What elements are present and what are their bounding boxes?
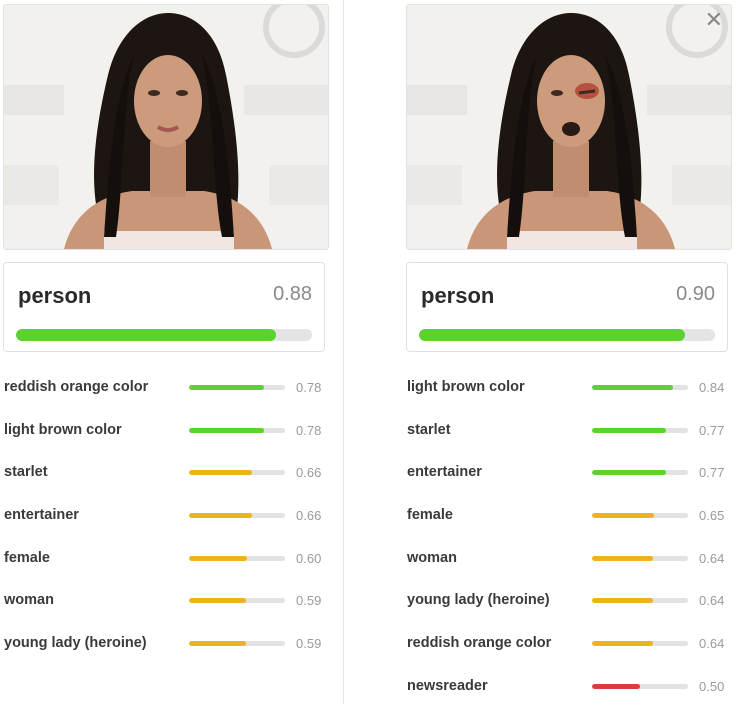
prediction-label: entertainer — [407, 464, 482, 481]
close-icon[interactable]: ✕ — [704, 7, 723, 32]
prediction-list: reddish orange color 0.78 light brown colo… — [3, 365, 333, 664]
prediction-label: woman — [407, 549, 457, 566]
prediction-score: 0.84 — [699, 380, 725, 395]
top-prediction-bar — [16, 329, 312, 341]
prediction-label: female — [4, 549, 50, 566]
confidence-bar-fill — [189, 598, 246, 604]
prediction-score: 0.66 — [296, 465, 322, 481]
top-prediction-bar-fill — [16, 329, 277, 341]
result-panel-perturbed: ✕ person 0.90 light brown color 0.84 starl… — [406, 0, 736, 704]
prediction-row: female 0.60 — [3, 536, 333, 579]
prediction-label: woman — [4, 592, 54, 609]
confidence-bar-fill — [189, 513, 253, 519]
confidence-bar — [592, 683, 688, 689]
confidence-bar-fill — [189, 641, 246, 647]
prediction-score: 0.77 — [699, 465, 725, 481]
confidence-bar-fill — [592, 470, 666, 476]
prediction-score: 0.60 — [296, 550, 322, 566]
prediction-score: 0.77 — [699, 422, 725, 438]
prediction-label: reddish orange color — [407, 635, 552, 652]
confidence-bar — [592, 555, 688, 561]
prediction-row: woman 0.64 — [406, 536, 736, 579]
confidence-bar-fill — [189, 555, 247, 561]
prediction-score: 0.64 — [699, 550, 725, 566]
prediction-label: starlet — [4, 464, 48, 481]
prediction-row: reddish orange color 0.64 — [406, 621, 736, 664]
prediction-label: reddish orange color — [4, 379, 149, 395]
top-prediction-card: person 0.88 — [3, 262, 325, 352]
prediction-row: starlet 0.66 — [3, 450, 333, 493]
prediction-row: light brown color 0.84 — [406, 365, 736, 408]
prediction-list: light brown color 0.84 starlet 0.77 entertai… — [406, 365, 736, 707]
prediction-score: 0.65 — [699, 508, 725, 524]
prediction-score: 0.66 — [296, 508, 322, 524]
confidence-bar-fill — [592, 427, 666, 433]
prediction-label: entertainer — [4, 507, 79, 524]
prediction-label: newsreader — [407, 677, 488, 694]
confidence-bar — [189, 641, 285, 647]
confidence-bar-fill — [189, 385, 264, 390]
confidence-bar — [189, 427, 285, 433]
top-prediction-bar-fill — [419, 329, 686, 341]
confidence-bar — [189, 555, 285, 561]
top-prediction-bar — [419, 329, 715, 341]
prediction-score: 0.78 — [296, 380, 322, 395]
confidence-bar-fill — [592, 641, 654, 647]
confidence-bar — [592, 513, 688, 519]
confidence-bar-fill — [592, 683, 640, 689]
confidence-bar — [189, 470, 285, 476]
confidence-bar — [189, 385, 285, 390]
top-prediction-score: 0.88 — [273, 283, 312, 305]
confidence-bar-fill — [592, 555, 654, 561]
portrait-image — [407, 5, 731, 249]
photo-perturbed: ✕ — [406, 4, 732, 250]
top-prediction-label: person — [18, 283, 92, 308]
prediction-label: female — [407, 507, 453, 524]
prediction-row: young lady (heroine) 0.59 — [3, 621, 333, 664]
confidence-bar — [592, 427, 688, 433]
prediction-label: light brown color — [407, 379, 525, 395]
prediction-row: entertainer 0.77 — [406, 450, 736, 493]
confidence-bar-fill — [592, 385, 673, 390]
prediction-row: light brown color 0.78 — [3, 408, 333, 451]
confidence-bar-fill — [592, 598, 654, 604]
prediction-score: 0.64 — [699, 636, 725, 652]
top-prediction-label: person — [421, 283, 495, 308]
confidence-bar-fill — [189, 427, 264, 433]
prediction-score: 0.50 — [699, 678, 725, 694]
confidence-bar — [189, 598, 285, 604]
prediction-label: light brown color — [4, 421, 122, 438]
prediction-row: reddish orange color 0.78 — [3, 365, 333, 408]
confidence-bar — [592, 598, 688, 604]
top-prediction-score: 0.90 — [676, 283, 715, 305]
prediction-score: 0.59 — [296, 636, 322, 652]
prediction-row: young lady (heroine) 0.64 — [406, 578, 736, 621]
prediction-score: 0.78 — [296, 422, 322, 438]
prediction-score: 0.64 — [699, 593, 725, 609]
prediction-row: woman 0.59 — [3, 578, 333, 621]
photo-original — [3, 4, 329, 250]
prediction-row: starlet 0.77 — [406, 408, 736, 451]
prediction-row: newsreader 0.50 — [406, 664, 736, 707]
confidence-bar-fill — [189, 470, 253, 476]
panel-divider — [343, 0, 344, 704]
prediction-label: starlet — [407, 421, 451, 438]
confidence-bar — [592, 385, 688, 390]
prediction-row: entertainer 0.66 — [3, 493, 333, 536]
prediction-score: 0.59 — [296, 593, 322, 609]
confidence-bar — [592, 641, 688, 647]
result-panel-original: person 0.88 reddish orange color 0.78 ligh… — [3, 0, 333, 704]
top-prediction-card: person 0.90 — [406, 262, 728, 352]
confidence-bar — [592, 470, 688, 476]
prediction-label: young lady (heroine) — [407, 592, 550, 609]
confidence-bar-fill — [592, 513, 655, 519]
portrait-image — [4, 5, 328, 249]
prediction-label: young lady (heroine) — [4, 635, 147, 652]
confidence-bar — [189, 513, 285, 519]
prediction-row: female 0.65 — [406, 493, 736, 536]
